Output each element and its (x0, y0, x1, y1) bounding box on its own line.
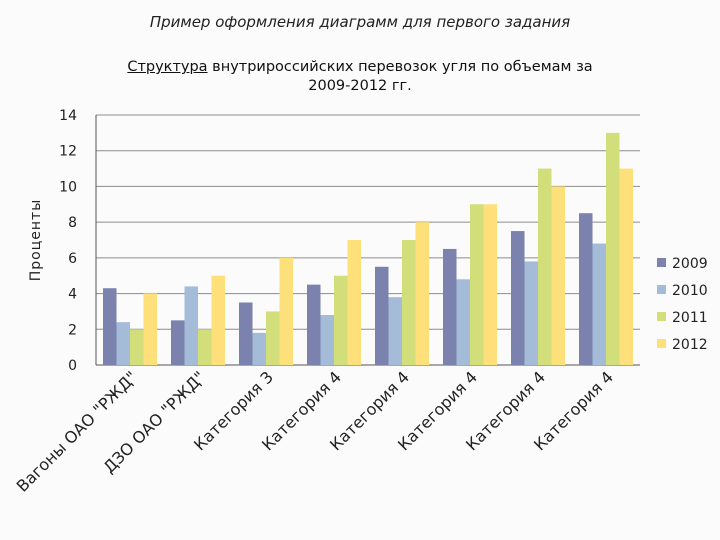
bar-2009 (579, 213, 593, 365)
y-tick-label: 4 (68, 287, 77, 303)
y-tick-label: 10 (59, 179, 77, 195)
bar-2009 (375, 266, 389, 365)
bar-2010 (388, 297, 402, 365)
bar-2011 (606, 132, 620, 365)
y-tick-label: 8 (68, 215, 77, 231)
legend-swatch-2012 (657, 339, 666, 348)
legend-label-2012: 2012 (672, 337, 708, 353)
bar-2011 (470, 204, 484, 365)
page-title: Пример оформления диаграмм для первого з… (149, 13, 571, 31)
legend-label-2009: 2009 (672, 256, 708, 272)
legend-swatch-2010 (657, 285, 666, 294)
y-axis-label: Проценты (28, 199, 44, 281)
bar-2009 (103, 288, 117, 365)
bar-2009 (307, 284, 321, 365)
bar-2012 (279, 257, 293, 365)
bar-2010 (456, 279, 470, 365)
bar-2010 (184, 286, 198, 365)
y-tick-label: 2 (68, 322, 77, 338)
bar-2012 (483, 204, 497, 365)
chart-title-rest: внутрироссийских перевозок угля по объем… (207, 59, 593, 75)
y-tick-label: 0 (68, 358, 77, 374)
chart-title-underlined: Структура (127, 59, 208, 75)
bar-2011 (334, 275, 348, 365)
bar-2011 (266, 311, 280, 365)
bar-2009 (171, 320, 185, 365)
bar-2012 (415, 222, 429, 365)
bar-2010 (252, 332, 266, 365)
bar-2011 (198, 329, 212, 365)
bar-2010 (116, 322, 130, 365)
y-tick-label: 6 (68, 251, 77, 267)
bar-2012 (347, 240, 361, 365)
bar-2012 (551, 186, 565, 365)
chart-title: Структура внутрироссийских перевозок угл… (60, 58, 660, 96)
bar-2012 (619, 168, 633, 365)
bar-2010 (320, 315, 334, 365)
bar-2011 (130, 329, 144, 365)
bar-2011 (538, 168, 552, 365)
bar-2010 (524, 261, 538, 365)
y-tick-label: 12 (59, 144, 77, 160)
legend-swatch-2011 (657, 312, 666, 321)
bar-2009 (511, 231, 525, 365)
bar-2012 (211, 275, 225, 365)
bar-2012 (143, 293, 157, 365)
legend-label-2011: 2011 (672, 310, 708, 326)
bar-2010 (592, 243, 606, 365)
bar-2011 (402, 240, 416, 365)
chart-title-years: 2009-2012 гг. (308, 78, 412, 94)
bar-2009 (239, 302, 253, 365)
y-tick-label: 14 (59, 108, 77, 124)
legend-swatch-2009 (657, 258, 666, 267)
legend-label-2010: 2010 (672, 283, 708, 299)
x-tick-label: Вагоны ОАО "РЖД" (13, 367, 141, 495)
bar-2009 (443, 248, 457, 365)
